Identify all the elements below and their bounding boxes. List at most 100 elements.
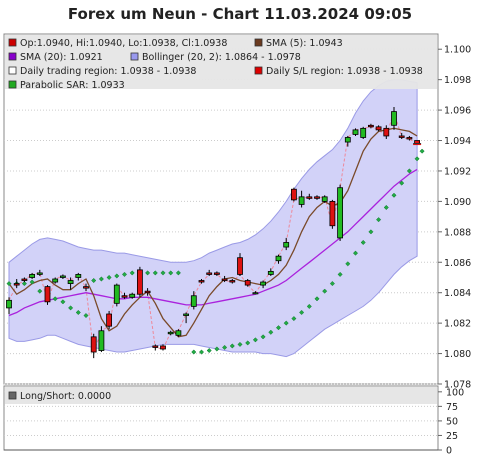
candle: [67, 277, 74, 290]
candle: [252, 291, 259, 295]
sar-point: [98, 276, 104, 282]
candle: [160, 344, 166, 351]
candle: [136, 266, 143, 298]
sar-point: [75, 309, 81, 316]
candle-body: [83, 286, 89, 289]
candle: [398, 132, 405, 139]
sar-point: [406, 168, 412, 174]
candle: [190, 291, 197, 310]
candle: [29, 272, 36, 279]
sar-point: [291, 316, 297, 322]
y-tick-label: 1.082: [444, 319, 471, 330]
candle-body: [67, 280, 74, 284]
sar-point: [414, 156, 420, 162]
legend-label: SMA (20): 1.0921: [20, 52, 103, 63]
candle: [75, 272, 82, 281]
candle-body: [352, 129, 359, 135]
y-tick-label: 100: [446, 387, 464, 398]
candle-body: [344, 137, 351, 143]
candle: [260, 280, 267, 289]
sar-point: [299, 309, 305, 316]
candle: [213, 271, 220, 276]
candle-body: [136, 269, 143, 295]
candle: [167, 330, 174, 336]
sma20-line: [8, 168, 418, 317]
sar-point: [399, 180, 405, 186]
candle-body: [144, 290, 151, 294]
candle: [129, 292, 136, 299]
legend-swatch: [8, 80, 17, 89]
sma5-line: [8, 127, 418, 338]
candle-body: [13, 283, 20, 286]
candle: [383, 125, 390, 139]
sar-point: [83, 312, 89, 319]
candle-body: [360, 127, 367, 138]
bollinger-band: [8, 79, 418, 358]
y-tick-label: 0: [446, 446, 452, 457]
legend-label: Op:1.0940, Hi:1.0940, Lo:1.0938, Cl:1.09…: [20, 38, 227, 49]
sub-legend: Long/Short: 0.0000: [5, 387, 437, 404]
candle: [329, 199, 336, 229]
candle: [391, 107, 397, 130]
candle-body: [391, 111, 397, 126]
candle: [98, 326, 105, 353]
candle: [298, 190, 305, 208]
candle-body: [267, 270, 274, 275]
candle: [321, 195, 328, 203]
sar-point: [383, 204, 389, 211]
legend-swatch: [8, 391, 17, 400]
candle-body: [221, 278, 228, 281]
candle-body: [198, 280, 205, 283]
candles: [6, 107, 421, 359]
candle-body: [306, 196, 313, 199]
y-tick-label: 1.094: [444, 136, 471, 147]
candle-body: [190, 295, 197, 307]
y-tick-label: 1.084: [444, 288, 471, 299]
candle: [175, 329, 182, 337]
candle: [221, 275, 228, 283]
sar-point: [91, 277, 97, 284]
candle: [314, 195, 320, 200]
sar-point: [29, 279, 35, 285]
chart-title: Forex um Neun - Chart 11.03.2024 09:05: [68, 5, 412, 23]
y-tick-label: 1.096: [444, 106, 471, 117]
candle: [13, 279, 20, 289]
candle-body: [90, 336, 97, 353]
candle-body: [206, 272, 213, 275]
candle-body: [314, 196, 320, 199]
candle-body: [52, 278, 59, 283]
legend-label: Bollinger (20, 2): 1.0864 - 1.0978: [142, 52, 301, 63]
candle-body: [60, 275, 66, 278]
candle-body: [213, 272, 220, 275]
sar-point: [314, 296, 320, 302]
sar-point: [391, 192, 397, 198]
legend-item: Bollinger (20, 2): 1.0864 - 1.0978: [130, 52, 301, 63]
candle-body: [98, 330, 105, 351]
candle: [229, 279, 236, 284]
close-connector-line: [8, 109, 418, 353]
legend-label: Parabolic SAR: 1.0933: [20, 80, 125, 91]
candle: [337, 184, 344, 241]
candle-body: [183, 313, 190, 316]
sar-point: [60, 299, 66, 305]
candle-body: [36, 272, 43, 275]
candle: [198, 279, 205, 284]
parabolic-sar: [6, 148, 425, 355]
sar-point: [260, 334, 266, 340]
legend-swatch: [8, 52, 17, 61]
candle-body: [167, 331, 174, 335]
candle-body: [152, 345, 159, 348]
candle-body: [290, 188, 297, 201]
candle-body: [237, 257, 243, 275]
main-legend: Op:1.0940, Hi:1.0940, Lo:1.0938, Cl:1.09…: [5, 35, 437, 91]
sar-point: [252, 337, 258, 343]
candle-body: [160, 345, 166, 350]
sar-point: [175, 270, 181, 276]
candle-body: [298, 196, 305, 205]
sar-point: [322, 288, 328, 294]
sar-point: [52, 296, 58, 302]
legend-swatch: [254, 38, 263, 47]
y-tick-label: 25: [446, 431, 458, 442]
candle: [44, 285, 51, 305]
